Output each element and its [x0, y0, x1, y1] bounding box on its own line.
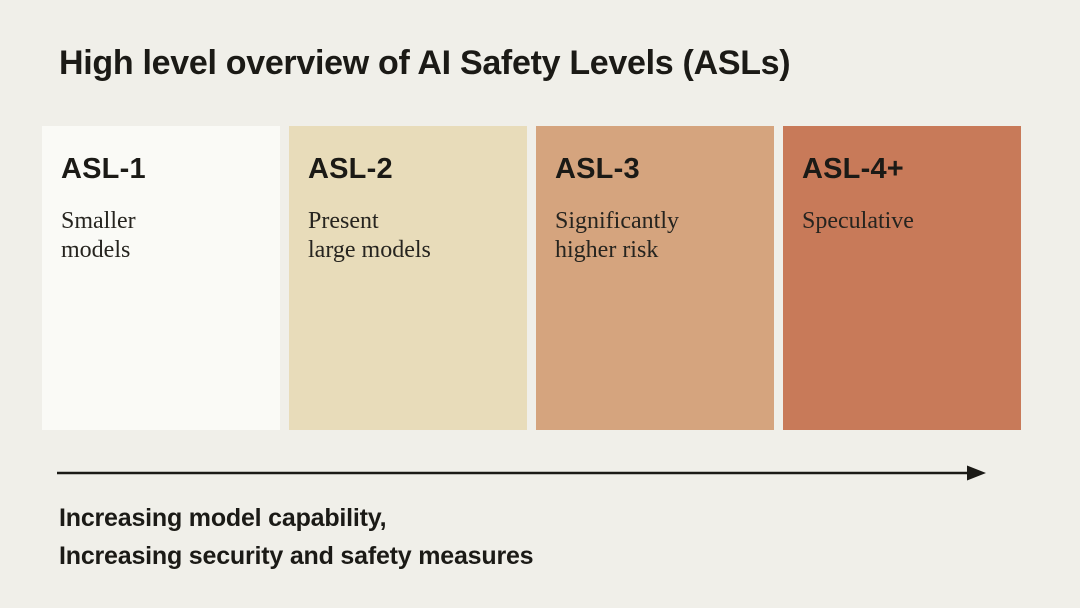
card-asl-4plus-label: ASL-4+: [802, 153, 904, 185]
caption-capability: Increasing model capability,: [59, 504, 387, 532]
card-asl-2: ASL-2 Present large models: [289, 126, 527, 430]
card-asl-2-description: Present large models: [308, 208, 431, 264]
card-asl-1: ASL-1 Smaller models: [42, 126, 280, 430]
asl-cards-row: ASL-1 Smaller models ASL-2 Present large…: [42, 126, 1021, 430]
card-asl-1-label: ASL-1: [61, 153, 146, 185]
card-asl-2-label: ASL-2: [308, 153, 393, 185]
card-asl-4plus-description: Speculative: [802, 208, 914, 234]
axis-captions: Increasing model capability, Increasing …: [59, 499, 534, 575]
right-arrow-icon: [57, 465, 986, 481]
card-asl-3-label: ASL-3: [555, 153, 640, 185]
card-asl-3: ASL-3 Significantly higher risk: [536, 126, 774, 430]
card-asl-3-description: Significantly higher risk: [555, 208, 679, 264]
card-asl-1-description: Smaller models: [61, 208, 136, 264]
page-title: High level overview of AI Safety Levels …: [59, 44, 791, 82]
caption-security-safety: Increasing security and safety measures: [59, 542, 534, 570]
card-asl-4plus: ASL-4+ Speculative: [783, 126, 1021, 430]
